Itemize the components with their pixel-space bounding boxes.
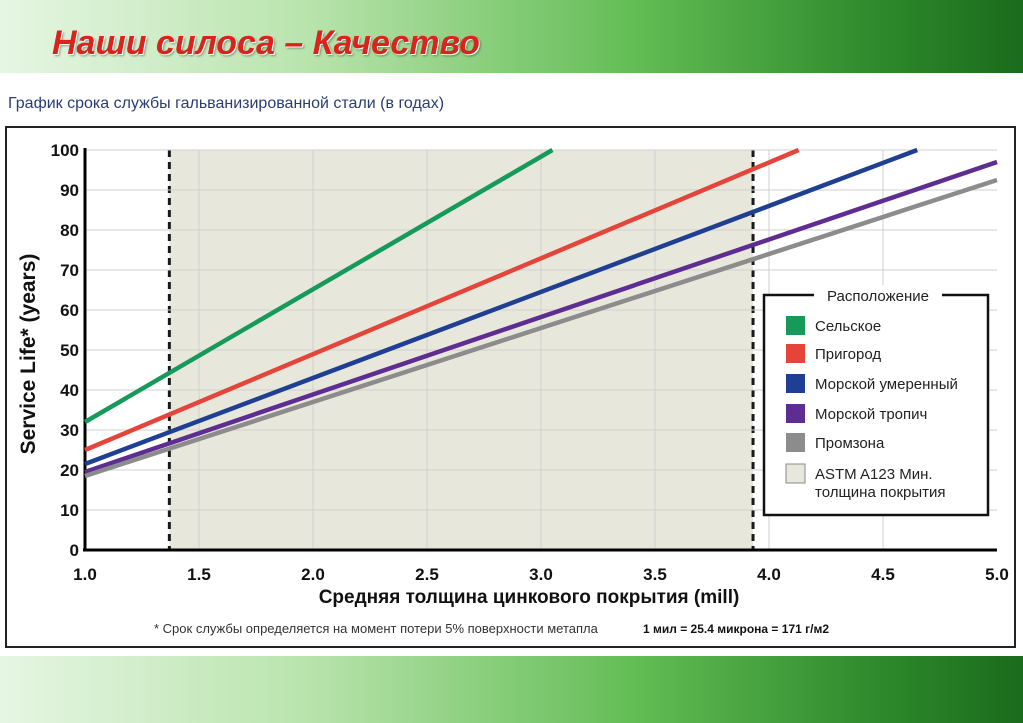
x-tick-label: 4.5 bbox=[871, 565, 895, 584]
x-tick-label: 3.0 bbox=[529, 565, 553, 584]
legend-label-astm: ASTM A123 Мин. толщина покрытия bbox=[815, 466, 946, 501]
y-tick-label: 60 bbox=[60, 301, 79, 320]
title-banner bbox=[0, 0, 1023, 73]
legend-swatch-5 bbox=[786, 433, 805, 452]
footnote: * Срок службы определяется на момент пот… bbox=[154, 621, 599, 636]
x-tick-label: 2.0 bbox=[301, 565, 325, 584]
legend-swatch-4 bbox=[786, 404, 805, 423]
series-line-1 bbox=[83, 148, 554, 424]
chart-frame: 1.0 1.5 2.0 2.5 3.0 3.5 4.0 4.5 5.0 0 10 20 30 40 50 60… bbox=[5, 126, 1016, 648]
legend-label-3: Морской умеренный bbox=[815, 376, 958, 393]
chart-heading: График срока службы гальванизированной с… bbox=[8, 95, 445, 112]
legend-label-4: Морской тропич bbox=[815, 406, 927, 423]
series-line-5 bbox=[84, 177, 998, 479]
conversion-note: 1 мил = 25.4 микрона = 171 г/м2 bbox=[643, 622, 829, 636]
x-tick-label: 2.5 bbox=[415, 565, 439, 584]
slide-title: Наши силоса – Качество bbox=[52, 24, 480, 62]
y-tick-label: 90 bbox=[60, 181, 79, 200]
x-tick-label: 1.5 bbox=[187, 565, 211, 584]
legend-swatch-2 bbox=[786, 344, 805, 363]
x-tick-label: 1.0 bbox=[73, 565, 97, 584]
service-life-chart: 1.0 1.5 2.0 2.5 3.0 3.5 4.0 4.5 5.0 0 10 20 30 40 50 60… bbox=[17, 141, 1009, 636]
legend-swatch-1 bbox=[786, 316, 805, 335]
x-tick-label: 4.0 bbox=[757, 565, 781, 584]
y-tick-label: 40 bbox=[60, 381, 79, 400]
x-axis-title: Средняя толщина цинкового покрытия (mill… bbox=[319, 587, 740, 608]
legend-title-backdrop bbox=[814, 285, 942, 307]
y-tick-label: 50 bbox=[60, 341, 79, 360]
series-line-3 bbox=[84, 147, 918, 467]
footer-banner bbox=[0, 656, 1023, 723]
legend-label-5: Промзона bbox=[815, 435, 885, 452]
legend-swatch-astm bbox=[785, 463, 806, 484]
y-tick-label: 80 bbox=[60, 221, 79, 240]
y-tick-label: 100 bbox=[51, 141, 79, 160]
y-tick-label: 20 bbox=[60, 461, 79, 480]
y-tick-label: 10 bbox=[60, 501, 79, 520]
x-tick-label: 3.5 bbox=[643, 565, 667, 584]
y-tick-label: 0 bbox=[70, 541, 79, 560]
legend-label-1: Сельское bbox=[815, 318, 881, 335]
y-tick-label: 70 bbox=[60, 261, 79, 280]
legend-label-2: Пригород bbox=[815, 346, 881, 363]
legend-title: Расположение bbox=[827, 288, 929, 305]
x-tick-label: 5.0 bbox=[985, 565, 1009, 584]
series-line-2 bbox=[84, 147, 800, 453]
y-axis-title: Service Life* (years) bbox=[17, 254, 40, 455]
legend-swatch-3 bbox=[786, 374, 805, 393]
y-tick-label: 30 bbox=[60, 421, 79, 440]
series-line-4 bbox=[84, 159, 998, 475]
